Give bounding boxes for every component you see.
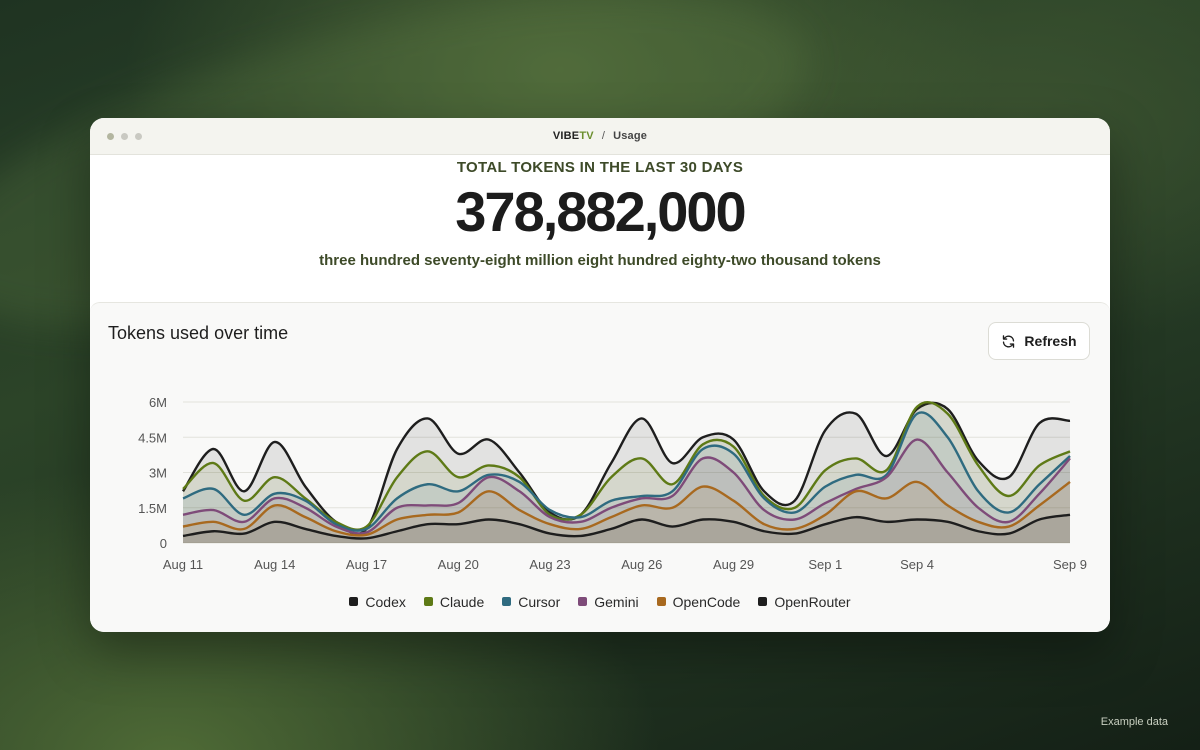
x-tick-label: Aug 23	[529, 557, 570, 572]
legend-label: Gemini	[594, 593, 639, 610]
x-tick-label: Aug 11	[163, 557, 203, 572]
chart-legend: Codex Claude Cursor Gemini OpenCode OpenRoute…	[90, 593, 1110, 610]
legend-swatch	[578, 597, 588, 606]
example-data-note: Example data	[1100, 716, 1168, 728]
maximize-dot[interactable]	[135, 133, 142, 140]
total-in-words: three hundred seventy-eight million eigh…	[319, 252, 881, 269]
title-bar: VIBETV / Usage	[90, 118, 1110, 155]
x-tick-label: Aug 20	[438, 557, 479, 572]
series-area-openrouter	[183, 514, 1070, 543]
series-line-openrouter	[182, 513, 1071, 540]
x-tick-label: Aug 26	[621, 557, 662, 572]
legend-item-openrouter[interactable]: OpenRouter	[758, 593, 851, 610]
legend-item-gemini[interactable]: Gemini	[578, 593, 639, 610]
y-tick-label: 0	[160, 536, 167, 551]
x-tick-label: Aug 17	[346, 557, 387, 572]
y-tick-label: 1.5M	[138, 501, 167, 516]
series-line-claude	[182, 401, 1071, 531]
series-line-gemini	[182, 438, 1071, 535]
breadcrumb-separator: /	[601, 130, 606, 142]
total-title: TOTAL TOKENS IN THE LAST 30 DAYS	[456, 159, 744, 176]
series-line-opencode	[182, 480, 1071, 537]
refresh-button[interactable]: Refresh	[988, 322, 1090, 360]
legend-swatch	[502, 597, 512, 606]
x-tick-label: Aug 14	[254, 557, 295, 572]
refresh-icon	[1003, 334, 1015, 348]
total-number: 378,882,000	[455, 180, 746, 243]
legend-label: Codex	[365, 593, 406, 610]
brand-suffix: TV	[579, 130, 594, 142]
legend-label: OpenRouter	[774, 593, 851, 610]
y-tick-label: 4.5M	[138, 430, 167, 445]
series-line-cursor	[182, 411, 1071, 532]
legend-swatch	[758, 597, 768, 606]
breadcrumb-page: Usage	[613, 130, 648, 142]
legend-item-cursor[interactable]: Cursor	[502, 594, 560, 610]
refresh-label: Refresh	[1024, 333, 1077, 349]
x-tick-label: Sep 9	[1053, 557, 1087, 572]
legend-swatch	[423, 597, 433, 606]
minimize-dot[interactable]	[121, 133, 128, 140]
brand-prefix: VIBE	[552, 130, 580, 142]
legend-swatch	[656, 597, 666, 606]
app-window: VIBETV / Usage TOTAL TOKENS IN THE LAST 30…	[90, 118, 1110, 632]
y-tick-label: 3M	[149, 466, 167, 481]
total-summary: TOTAL TOKENS IN THE LAST 30 DAYS 378,882…	[90, 159, 1110, 269]
series-line-codex	[181, 401, 1071, 536]
window-controls	[107, 133, 142, 140]
breadcrumb: VIBETV / Usage	[553, 130, 647, 142]
y-tick-label: 6M	[149, 395, 167, 410]
legend-label: Cursor	[518, 593, 561, 610]
close-dot[interactable]	[107, 133, 114, 140]
series-area-claude	[183, 402, 1070, 543]
chart-title: Tokens used over time	[108, 323, 289, 343]
series-area-opencode	[183, 481, 1070, 543]
x-tick-label: Aug 29	[713, 557, 754, 572]
legend-label: OpenCode	[672, 593, 741, 610]
series-area-cursor	[183, 412, 1070, 543]
usage-chart-card: Tokens used over time Refresh 0 1.5M 3M 4.5…	[90, 302, 1110, 632]
legend-item-claude[interactable]: Claude	[423, 593, 485, 610]
legend-item-codex[interactable]: Codex	[349, 593, 406, 610]
tokens-area-chart: 0 1.5M 3M 4.5M 6M Aug 11 Aug 14 Aug 17 Aug 20 Aug…	[138, 395, 1087, 572]
legend-swatch	[349, 597, 359, 606]
x-tick-label: Sep 4	[900, 557, 934, 572]
legend-label: Claude	[439, 593, 485, 610]
legend-item-opencode[interactable]: OpenCode	[656, 593, 741, 610]
x-tick-label: Sep 1	[808, 557, 842, 572]
